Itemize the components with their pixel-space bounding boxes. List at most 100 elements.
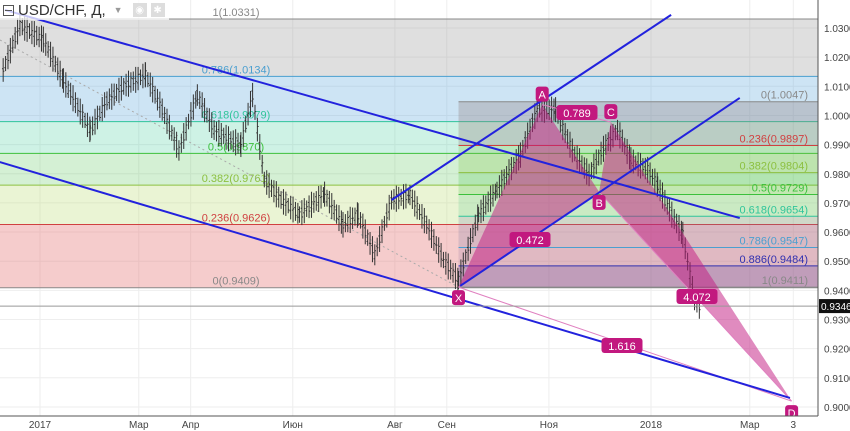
pattern-point-x-text: X: [455, 293, 463, 305]
pattern-ratio-label: 0.472: [509, 232, 551, 247]
price-bar: [489, 185, 492, 212]
price-bar: [423, 207, 426, 234]
price-bar: [170, 125, 174, 141]
price-bar: [495, 181, 499, 199]
price-bar: [307, 195, 311, 219]
price-bar: [156, 88, 159, 111]
price-bar: [425, 215, 428, 234]
price-bar: [267, 172, 271, 199]
collapse-icon[interactable]: [3, 4, 14, 16]
price-bar: [498, 175, 501, 198]
price-bar: [120, 76, 123, 101]
price-bar: [64, 72, 68, 98]
price-bar: [115, 83, 118, 102]
price-bar: [407, 187, 410, 204]
price-bar: [415, 196, 419, 220]
price-bar: [310, 191, 313, 218]
price-bar: [234, 129, 237, 156]
price-bar: [371, 236, 374, 263]
pattern-point-x-bg: [452, 290, 465, 306]
price-bar: [604, 134, 608, 155]
chart-header: USD/CHF, Д, ▼ ◉ ✱: [0, 0, 169, 20]
symbol-title[interactable]: USD/CHF, Д,: [18, 1, 106, 19]
price-bar: [494, 183, 497, 201]
price-bar: [277, 186, 280, 208]
price-bar: [196, 84, 199, 106]
price-bar: [224, 124, 228, 150]
gear-icon[interactable]: ✱: [150, 3, 165, 17]
price-bar: [149, 72, 152, 97]
price-bar: [11, 35, 14, 54]
price-bar: [46, 41, 50, 58]
pattern-ratio-label: 1.616: [601, 338, 643, 353]
price-bar: [459, 259, 463, 286]
price-bar: [346, 210, 349, 233]
price-bar: [136, 66, 140, 91]
price-bar: [289, 195, 292, 220]
price-bar: [287, 198, 290, 214]
price-bar: [239, 132, 243, 158]
price-bar: [457, 270, 460, 290]
price-bar: [284, 191, 288, 216]
price-bar: [602, 135, 605, 162]
price-bar: [651, 168, 654, 186]
price-bar: [411, 189, 414, 209]
price-bar: [69, 82, 72, 105]
price-bar: [13, 26, 17, 49]
price-bar: [203, 97, 206, 123]
price-bar: [368, 231, 372, 255]
price-bar: [656, 176, 659, 195]
price-bar: [491, 184, 495, 207]
eye-icon[interactable]: ◉: [132, 3, 147, 17]
fib-level-label: 0.786(0.9547): [740, 235, 809, 247]
price-bar: [427, 219, 431, 241]
fib-band: [0, 153, 818, 186]
pattern-point-b-bg: [592, 194, 606, 210]
price-bar: [484, 195, 487, 215]
price-bar: [471, 224, 475, 243]
price-bar: [244, 115, 247, 133]
price-bar: [303, 198, 306, 224]
pattern-ratio-label: 0.789: [556, 105, 598, 120]
price-bar: [464, 249, 467, 264]
price-bar: [376, 237, 379, 257]
price-bar: [294, 201, 297, 221]
price-bar: [37, 26, 41, 48]
price-bar: [189, 102, 193, 127]
price-bar: [4, 55, 7, 72]
price-bar: [89, 119, 92, 141]
price-bar: [222, 127, 225, 145]
price-bar: [215, 121, 218, 142]
price-bar: [141, 63, 145, 89]
trendline: [4, 8, 741, 220]
price-bar: [205, 107, 209, 123]
price-bar: [260, 154, 264, 174]
price-bar: [146, 72, 150, 88]
price-bar: [550, 96, 553, 123]
pattern-point-b-text: B: [595, 198, 602, 210]
pattern-point-a-text: A: [539, 90, 547, 102]
price-bar: [242, 121, 245, 147]
fib-level-label: 0.886(0.9484): [740, 254, 809, 266]
price-bar: [404, 183, 408, 209]
price-bar: [187, 113, 190, 130]
price-bar: [249, 90, 252, 118]
time-tick-label: 2017: [29, 420, 52, 431]
price-bar: [315, 191, 318, 211]
price-bar: [356, 203, 360, 226]
fib-band: [0, 185, 818, 225]
price-bar: [180, 133, 183, 153]
price-bar: [319, 185, 323, 209]
price-bar: [298, 206, 301, 223]
price-bar: [56, 57, 59, 81]
price-bar: [51, 46, 55, 72]
price-bar: [134, 66, 137, 93]
price-bar: [597, 149, 600, 166]
caret-down-icon[interactable]: ▼: [113, 5, 123, 15]
pattern-ratio-label: 4.072: [676, 289, 718, 304]
